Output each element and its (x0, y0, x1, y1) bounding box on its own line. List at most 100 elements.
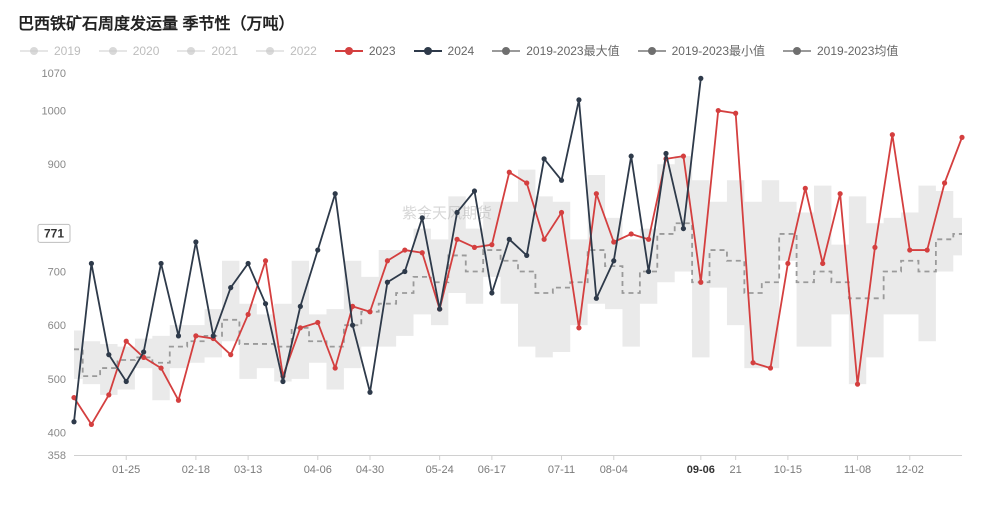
x-tick-label: 12-02 (896, 464, 924, 476)
series-2024-marker (507, 237, 512, 242)
series-2023-marker (855, 382, 860, 387)
series-2023-marker (193, 333, 198, 338)
series-2023-marker (333, 365, 338, 370)
series-2023-marker (611, 239, 616, 244)
legend-item-y2024[interactable]: 2024 (414, 44, 475, 58)
legend-item-min[interactable]: 2019-2023最小值 (638, 42, 765, 59)
x-tick-label: 07-11 (548, 464, 575, 476)
legend-swatch (256, 44, 284, 58)
series-2024-marker (646, 269, 651, 274)
series-2023-marker (228, 352, 233, 357)
series-2023-marker (907, 247, 912, 252)
series-2024-marker (315, 247, 320, 252)
legend-swatch (638, 44, 666, 58)
legend-label: 2022 (290, 44, 317, 58)
series-2023-marker (768, 365, 773, 370)
series-2024-marker (611, 258, 616, 263)
chart-legend: 2019 2020 2021 2022 2023 2024 2019-2023最大值 2019… (16, 42, 988, 59)
y-tick-label: 1070 (42, 68, 66, 80)
legend-swatch (414, 44, 442, 58)
legend-label: 2020 (133, 44, 160, 58)
series-2023-marker (402, 247, 407, 252)
x-tick-label: 08-04 (600, 464, 628, 476)
series-2024-marker (576, 97, 581, 102)
series-2024-marker (629, 154, 634, 159)
series-2024-marker (681, 226, 686, 231)
series-2024-marker (698, 76, 703, 81)
series-2023-marker (925, 247, 930, 252)
legend-swatch (492, 44, 520, 58)
legend-swatch (335, 44, 363, 58)
series-2024-marker (350, 323, 355, 328)
series-2023-marker (698, 280, 703, 285)
legend-item-y2019[interactable]: 2019 (20, 44, 81, 58)
legend-swatch (20, 44, 48, 58)
series-2023-marker (629, 231, 634, 236)
legend-item-y2020[interactable]: 2020 (99, 44, 160, 58)
legend-swatch (99, 44, 127, 58)
series-2024-marker (454, 210, 459, 215)
series-2023-marker (646, 237, 651, 242)
series-2023-marker (158, 365, 163, 370)
x-tick-label: 10-15 (774, 464, 802, 476)
y-tick-label: 900 (48, 159, 66, 171)
series-2024-marker (280, 379, 285, 384)
series-2024-marker (472, 188, 477, 193)
legend-label: 2023 (369, 44, 396, 58)
x-tick-label: 04-30 (356, 464, 384, 476)
legend-item-avg[interactable]: 2019-2023均值 (783, 42, 898, 59)
series-2023-marker (750, 360, 755, 365)
series-2023-marker (872, 245, 877, 250)
legend-label: 2021 (211, 44, 238, 58)
series-2024-marker (559, 178, 564, 183)
x-tick-label: 05-24 (426, 464, 454, 476)
y-tick-label: 358 (48, 450, 66, 462)
series-2024-marker (663, 151, 668, 156)
series-2023-marker (176, 398, 181, 403)
series-2024-marker (71, 419, 76, 424)
legend-label: 2019-2023均值 (817, 42, 898, 59)
legend-label: 2019 (54, 44, 81, 58)
series-2024-marker (176, 333, 181, 338)
x-tick-label: 11-08 (844, 464, 871, 476)
series-2023-marker (106, 392, 111, 397)
x-tick-label: 01-25 (112, 464, 140, 476)
x-tick-label: 04-06 (304, 464, 332, 476)
series-2023-marker (942, 180, 947, 185)
legend-label: 2019-2023最小值 (672, 42, 765, 59)
series-2024-marker (228, 285, 233, 290)
series-2024-marker (211, 333, 216, 338)
series-2023-marker (489, 242, 494, 247)
series-2024-marker (89, 261, 94, 266)
series-2023-marker (838, 191, 843, 196)
legend-item-max[interactable]: 2019-2023最大值 (492, 42, 619, 59)
legend-item-y2023[interactable]: 2023 (335, 44, 396, 58)
series-2023-marker (420, 250, 425, 255)
series-2024-marker (333, 191, 338, 196)
series-2023-marker (785, 261, 790, 266)
x-tick-label: 21 (730, 464, 742, 476)
series-2023-marker (594, 191, 599, 196)
series-2023-marker (542, 237, 547, 242)
legend-item-y2021[interactable]: 2021 (177, 44, 238, 58)
legend-item-y2022[interactable]: 2022 (256, 44, 317, 58)
series-2024-marker (489, 290, 494, 295)
series-2024-marker (298, 304, 303, 309)
series-2024-marker (524, 253, 529, 258)
series-2023-marker (385, 258, 390, 263)
series-2024-marker (106, 352, 111, 357)
series-2023-marker (820, 261, 825, 266)
series-2023-marker (507, 170, 512, 175)
series-2023-marker (559, 210, 564, 215)
series-2024-marker (263, 301, 268, 306)
legend-swatch (177, 44, 205, 58)
series-2024-marker (420, 215, 425, 220)
series-2024-marker (124, 379, 129, 384)
series-2023-marker (124, 339, 129, 344)
series-2023-marker (803, 186, 808, 191)
y-tick-label: 400 (48, 427, 66, 439)
series-2023-marker (367, 309, 372, 314)
series-2023-marker (89, 422, 94, 427)
y-tick-label: 500 (48, 374, 66, 386)
y-tick-label: 1000 (42, 106, 66, 118)
